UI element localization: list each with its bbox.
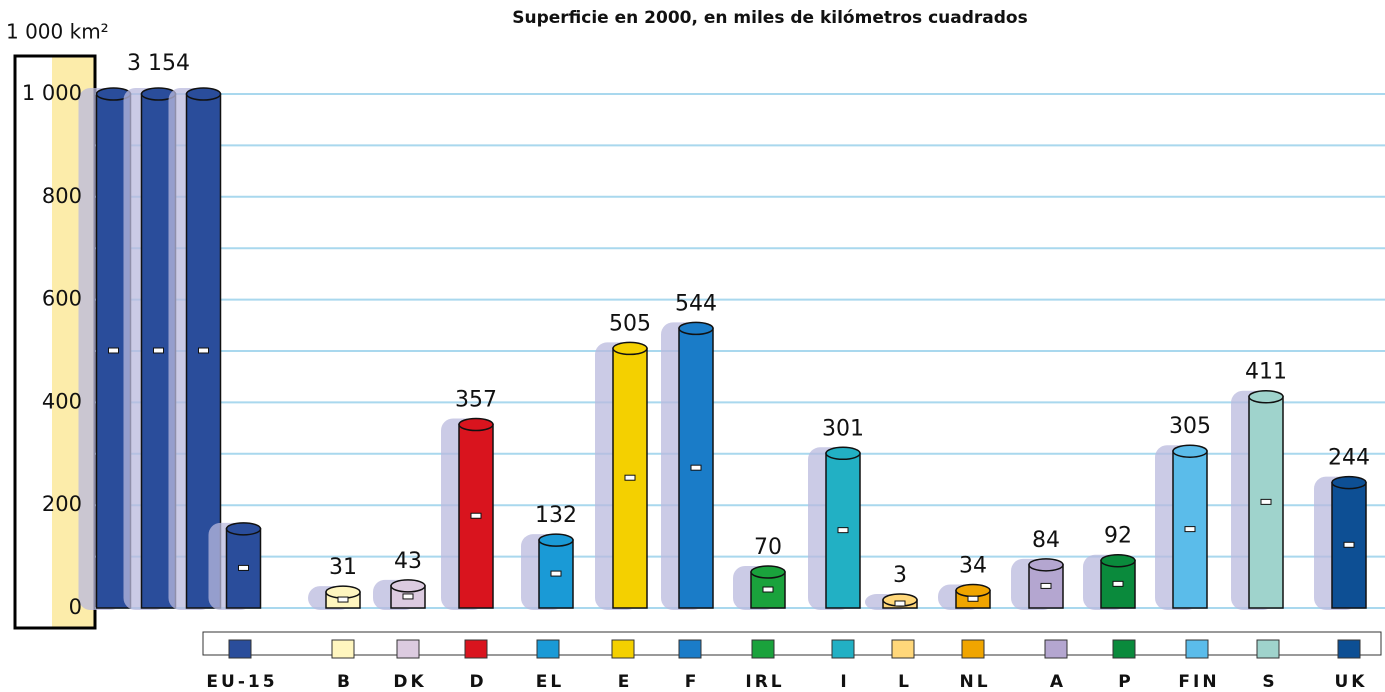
x-tick-label: P [1118,672,1133,692]
legend-swatch [891,639,915,659]
bar-top [678,321,714,336]
bar-clip [337,596,349,603]
value-label: 3 [893,563,907,588]
x-tick-label: B [337,672,353,692]
bar-clip [550,570,562,577]
bar-clip [1343,541,1355,548]
legend-swatch [678,639,702,659]
chart-title: Superficie en 2000, en miles de kilómetr… [512,8,1027,28]
legend-strip [202,631,1382,656]
x-tick-label: UK [1335,672,1368,692]
x-tick-label: EU-15 [206,672,277,692]
x-tick-label: S [1262,672,1277,692]
value-label: 244 [1328,446,1370,471]
y-unit: 1 000 km² [6,20,109,44]
bar-clip [1184,526,1196,533]
value-label: 34 [959,554,987,579]
bar-clip [762,586,774,593]
bar-top [1172,444,1208,458]
legend-swatch [1044,639,1068,659]
bar-clip [108,347,119,354]
legend-swatch [536,639,560,659]
bar-clip [624,474,636,481]
legend-swatch [1337,639,1361,659]
bar-clip [967,595,979,602]
legend-swatch [611,639,635,659]
legend-swatch [396,639,420,659]
bar-top [1248,389,1284,404]
legend-swatch [228,639,252,659]
value-label: 3 154 [127,51,190,76]
legend-swatch [1185,639,1209,659]
y-tick-label: 600 [42,287,82,311]
y-tick-label: 800 [42,184,82,208]
value-label: 43 [394,549,422,574]
bar-clip [1260,498,1272,505]
bar-top [1100,553,1136,568]
bar-clip [153,347,164,354]
x-tick-label: DK [393,672,426,692]
x-tick-label: L [898,672,912,692]
value-label: 305 [1169,414,1211,439]
bar-top [185,87,222,101]
legend-swatch [331,639,355,659]
x-tick-label: I [840,672,849,692]
bar-clip [1040,582,1052,589]
bar-top [390,579,426,593]
y-tick-label: 1 000 [22,81,82,105]
y-tick-label: 400 [42,389,82,413]
bar-top [1331,475,1367,490]
value-label: 505 [609,311,651,336]
value-label: 31 [329,555,357,580]
grid [95,93,1385,609]
x-tick-label: IRL [745,672,784,692]
value-label: 411 [1245,360,1287,385]
x-tick-label: FIN [1178,672,1219,692]
bar-top [1028,558,1064,572]
x-tick-label: A [1050,672,1066,692]
y-tick-label: 0 [69,595,82,619]
bar-clip [894,600,906,607]
bar-top [325,585,361,599]
bar-clip [837,527,849,534]
legend-swatch [961,639,985,659]
y-tick-label: 200 [42,492,82,516]
bar-clip [690,464,702,471]
x-tick-label: E [618,672,633,692]
legend-swatch [464,639,488,659]
legend-swatch [1256,639,1280,659]
value-label: 70 [754,535,782,560]
value-label: 357 [455,388,497,413]
bar-clip [1112,580,1124,587]
bar-top [612,341,648,356]
value-label: 544 [675,291,717,316]
x-tick-label: D [469,672,486,692]
value-label: 84 [1032,528,1060,553]
bar-top [225,522,262,536]
bar-clip [402,593,414,600]
x-tick-label: NL [959,672,990,692]
value-label: 301 [822,416,864,441]
value-label: 132 [535,503,577,528]
bar-clip [198,347,209,354]
bar-clip [470,512,482,519]
x-tick-label: F [685,672,700,692]
bars [78,87,1367,610]
bar [1028,564,1064,609]
bar-clip [238,564,249,571]
legend-swatch [751,639,775,659]
legend-swatch [1112,639,1136,659]
bar-top [955,583,991,598]
value-label: 92 [1104,524,1132,549]
bar-top [538,533,574,547]
bar-top [750,565,786,579]
legend-swatch [831,639,855,659]
x-tick-label: EL [536,672,564,692]
bar-top [458,417,494,432]
bar-top [825,446,861,461]
